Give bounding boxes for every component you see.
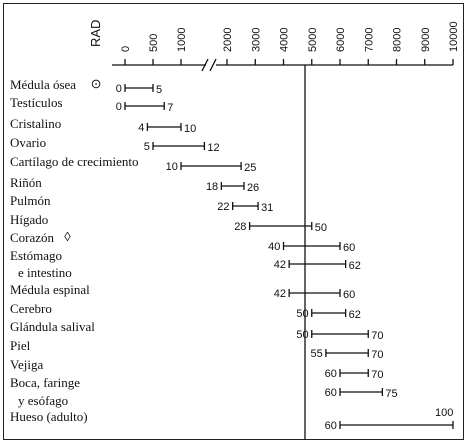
- organ-label: Vejiga: [10, 357, 43, 372]
- organ-label: Testículos: [10, 95, 63, 110]
- organ-label: Médula espinal: [10, 282, 90, 297]
- axis-tick-label: 7000: [363, 28, 375, 52]
- range-low-label: 60: [325, 387, 337, 399]
- axis-break-mark-2: [209, 58, 217, 72]
- axis-tick-label: 6000: [335, 28, 347, 52]
- axis-tick-label: 10000: [448, 21, 460, 52]
- organ-label: Cristalino: [10, 116, 61, 131]
- range-high-label: 60: [343, 242, 355, 254]
- range-low-label: 18: [206, 181, 218, 193]
- organ-label: Corazón: [10, 230, 55, 245]
- organ-label-line2: y esófago: [18, 393, 68, 408]
- organ-symbol-icon: ◊: [64, 229, 71, 244]
- organ-label: Hígado: [10, 212, 48, 227]
- axis-tick-label: 5000: [307, 28, 319, 52]
- range-high-label: 70: [371, 349, 383, 361]
- organ-label: Pulmón: [10, 193, 51, 208]
- range-high-label: 75: [385, 388, 397, 400]
- range-low-label: 28: [234, 221, 246, 233]
- axis-tick-label: 500: [148, 34, 160, 52]
- organ-label: Médula ósea: [10, 77, 76, 92]
- axis-tick-label: 2000: [222, 28, 234, 52]
- axis-tick-label: 1000: [176, 28, 188, 52]
- organ-label: Cartílago de crecimiento: [10, 154, 139, 169]
- chart-frame: [3, 3, 464, 440]
- organ-label: Estómago: [10, 248, 62, 263]
- axis-tick-label: 9000: [420, 28, 432, 52]
- range-low-label: 60: [325, 420, 337, 432]
- range-high-label: 12: [207, 142, 219, 154]
- range-high-label: 31: [261, 202, 273, 214]
- range-high-label: 5: [156, 84, 162, 96]
- range-low-label: 60: [325, 368, 337, 380]
- range-high-label: 26: [247, 182, 259, 194]
- organ-label: Glándula salival: [10, 319, 95, 334]
- range-high-label: 62: [349, 260, 361, 272]
- range-high-label: 7: [167, 102, 173, 114]
- organ-label: Ovario: [10, 135, 46, 150]
- axis-tick-label: 3000: [250, 28, 262, 52]
- range-low-label: 42: [274, 259, 286, 271]
- range-low-label: 50: [296, 329, 308, 341]
- range-low-label: 42: [274, 288, 286, 300]
- organ-label: Hueso (adulto): [10, 409, 88, 424]
- range-low-label: 10: [166, 161, 178, 173]
- range-low-label: 22: [217, 201, 229, 213]
- organ-label: Cerebro: [10, 301, 52, 316]
- axis-title: RAD: [88, 20, 103, 47]
- organ-label-line2: e intestino: [18, 265, 72, 280]
- range-high-label: 25: [244, 162, 256, 174]
- range-low-label: 55: [310, 348, 322, 360]
- range-high-label: 62: [349, 309, 361, 321]
- range-high-label: 60: [343, 289, 355, 301]
- range-low-label: 50: [296, 308, 308, 320]
- range-low-label: 40: [268, 241, 280, 253]
- organ-label: Boca, faringe: [10, 375, 80, 390]
- axis-tick-label: 0: [120, 46, 132, 52]
- range-high-label: 70: [371, 369, 383, 381]
- range-low-label: 0: [116, 83, 122, 95]
- range-high-label: 70: [371, 330, 383, 342]
- organ-label: Riñón: [10, 175, 42, 190]
- axis-tick-label: 4000: [279, 28, 291, 52]
- range-high-label: 100: [435, 407, 453, 419]
- range-low-label: 0: [116, 101, 122, 113]
- organ-label: Piel: [10, 338, 31, 353]
- organ-symbol-icon: ⊙: [91, 76, 102, 91]
- axis-break-mark-1: [201, 58, 209, 72]
- axis-tick-label: 8000: [392, 28, 404, 52]
- range-high-label: 10: [184, 123, 196, 135]
- range-high-label: 50: [315, 222, 327, 234]
- range-low-label: 5: [144, 141, 150, 153]
- range-low-label: 4: [138, 122, 144, 134]
